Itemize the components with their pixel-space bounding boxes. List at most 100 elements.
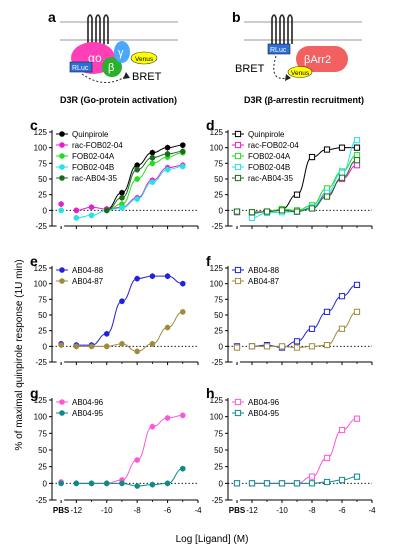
data-point <box>353 308 361 315</box>
series-h-1: AB04-95 <box>232 409 361 487</box>
data-point <box>58 201 64 207</box>
legend-label: AB04-95 <box>248 409 280 418</box>
x-tick-label-g: -6 <box>164 506 172 515</box>
x-tick-label-g: -12 <box>71 506 83 515</box>
y-tick-label-d: 25 <box>214 191 223 200</box>
y-tick-label-g: 125 <box>34 396 48 405</box>
legend-label: FOB02-04B <box>72 163 114 172</box>
data-point <box>308 325 316 332</box>
legend-marker <box>59 175 65 181</box>
legend-marker <box>59 142 65 148</box>
data-point <box>323 478 331 486</box>
legend-label: FOB02-04A <box>72 152 115 161</box>
data-point <box>353 157 361 164</box>
series-e-1: AB04-87 <box>56 277 186 355</box>
data-point <box>179 412 186 419</box>
data-point <box>88 212 95 219</box>
y-tick-label-c: 125 <box>34 128 48 137</box>
data-point <box>73 480 80 487</box>
data-point <box>149 160 156 167</box>
y-tick-label-c: 75 <box>38 159 47 168</box>
data-point <box>103 343 110 350</box>
y-tick-label-e: 25 <box>38 327 47 336</box>
bret-arrow-a <box>81 73 127 83</box>
legend-marker <box>59 164 65 170</box>
data-point <box>263 480 271 487</box>
data-point <box>338 325 346 332</box>
data-point <box>134 483 140 489</box>
legend-marker <box>234 130 242 138</box>
schematic-b: b RLuc βArr2 Venus BRET D3R (β-arrestin … <box>232 9 364 105</box>
legend-marker <box>59 267 65 273</box>
data-point <box>323 193 331 200</box>
x-axis-label: Log [Ligand] (M) <box>176 534 249 545</box>
data-point <box>323 454 331 462</box>
data-point <box>164 480 171 487</box>
data-point <box>179 148 186 155</box>
panel-letter-g: g <box>30 385 39 401</box>
data-point <box>353 162 361 169</box>
legend-label: rac-AB04-35 <box>72 174 117 183</box>
x-tick-label-h: -12 <box>246 506 258 515</box>
y-tick-label-d: 125 <box>210 128 224 137</box>
data-point <box>353 415 361 422</box>
y-tick-label-f: 0 <box>219 342 224 351</box>
legend-label: FOB02-04A <box>248 152 291 161</box>
data-point <box>338 476 346 484</box>
x-tick-label-h: -8 <box>308 506 316 515</box>
x-tick-label-g: -4 <box>194 506 202 515</box>
panel-e: e -25 0 25 50 75 100 125 AB04-88 AB04-87 <box>30 253 199 367</box>
curve-c-2 <box>106 152 183 211</box>
data-point <box>119 195 125 201</box>
data-point <box>338 144 346 151</box>
data-point <box>164 166 171 173</box>
y-tick-label-d: 0 <box>219 206 224 215</box>
y-tick-label-c: 0 <box>43 206 48 215</box>
data-point <box>88 480 95 487</box>
legend-marker <box>59 410 65 416</box>
data-point <box>73 343 80 350</box>
data-point <box>179 163 186 170</box>
receptor-helices-a <box>87 14 109 48</box>
rluc-box-a <box>69 61 93 73</box>
data-point <box>73 215 80 221</box>
legend-label: AB04-88 <box>248 266 280 275</box>
data-point <box>233 344 241 351</box>
data-point <box>149 149 156 156</box>
data-point <box>164 415 171 421</box>
data-point <box>248 209 256 216</box>
data-point <box>179 280 186 287</box>
y-tick-label-h: 100 <box>210 413 224 422</box>
legend-label: FOB02-04B <box>248 163 290 172</box>
data-point <box>308 343 316 350</box>
legend-label: rac-FOB02-04 <box>248 141 299 150</box>
y-tick-label-h: 50 <box>214 446 223 455</box>
legend-label: rac-AB04-35 <box>248 174 293 183</box>
receptor-helices-b <box>271 14 293 48</box>
schematic-b-letter: b <box>232 9 241 25</box>
venus-box-a <box>130 51 158 65</box>
data-point <box>353 152 361 159</box>
barrestin-label: βArr2 <box>304 54 331 66</box>
gbeta-subunit <box>102 57 122 77</box>
y-tick-label-h: 0 <box>219 479 224 488</box>
data-point <box>323 146 331 153</box>
panel-c: c -25 0 25 50 75 100 125 Quinpirole rac-FOB02-04 F… <box>30 117 199 231</box>
panel-letter-d: d <box>206 117 215 133</box>
data-point <box>353 137 361 144</box>
y-tick-label-d: 75 <box>214 159 223 168</box>
curve-e-0 <box>76 275 183 346</box>
legend-label: AB04-87 <box>248 277 280 286</box>
legend-marker <box>59 278 65 284</box>
galpha-label: αo <box>88 51 102 65</box>
y-tick-label-f: 75 <box>214 295 223 304</box>
data-point <box>293 208 301 215</box>
data-point <box>293 480 301 487</box>
y-axis-label: % of maximal quinpirole response (1U min… <box>14 259 25 450</box>
y-tick-label-g: 75 <box>38 429 47 438</box>
data-point <box>119 298 125 305</box>
data-point <box>119 205 125 211</box>
data-point <box>308 473 316 480</box>
barrestin-shape <box>296 46 348 72</box>
legend-label: AB04-88 <box>72 266 104 275</box>
